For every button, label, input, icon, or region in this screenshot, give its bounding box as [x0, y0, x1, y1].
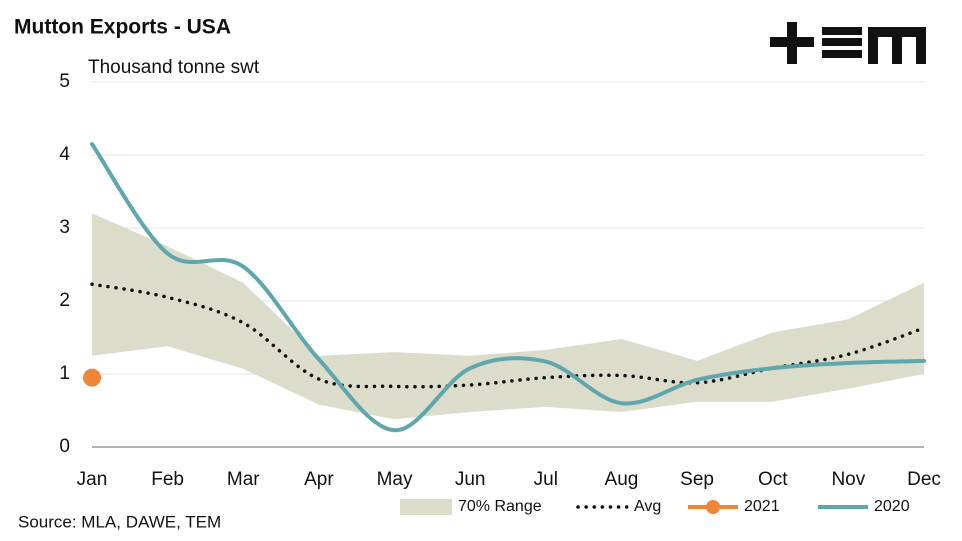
legend-label: 2020	[874, 498, 910, 515]
y-tick-label: 4	[59, 144, 70, 165]
x-tick-label: Jul	[534, 469, 558, 490]
x-tick-label: Mar	[227, 469, 260, 490]
x-tick-label: Nov	[831, 469, 865, 490]
legend-label: 2021	[744, 498, 780, 515]
x-tick-label: Jun	[455, 469, 486, 490]
logo	[770, 22, 926, 64]
data-point	[83, 368, 101, 387]
legend-swatch	[706, 500, 720, 514]
x-tick-label: Sep	[680, 469, 714, 490]
x-tick-label: Oct	[758, 469, 788, 490]
x-tick-label: Feb	[151, 469, 184, 490]
x-tick-label: May	[377, 469, 413, 490]
range-area	[92, 213, 924, 420]
x-tick-label: Jan	[77, 469, 108, 490]
chart-title: Mutton Exports - USA	[14, 16, 231, 39]
legend-label: Avg	[634, 498, 661, 515]
legend-swatch	[400, 499, 452, 515]
y-tick-label: 3	[59, 217, 70, 238]
legend-label: 70% Range	[458, 498, 542, 515]
y-tick-label: 1	[59, 363, 70, 384]
y-tick-label: 5	[59, 71, 70, 92]
source-note: Source: MLA, DAWE, TEM	[18, 512, 221, 531]
chart-subtitle: Thousand tonne swt	[88, 57, 260, 78]
data-line	[90, 142, 926, 433]
x-tick-label: Dec	[907, 469, 941, 490]
x-tick-label: Apr	[304, 469, 334, 490]
y-tick-label: 0	[59, 436, 70, 457]
x-tick-label: Aug	[605, 469, 639, 490]
y-tick-label: 2	[59, 290, 70, 311]
